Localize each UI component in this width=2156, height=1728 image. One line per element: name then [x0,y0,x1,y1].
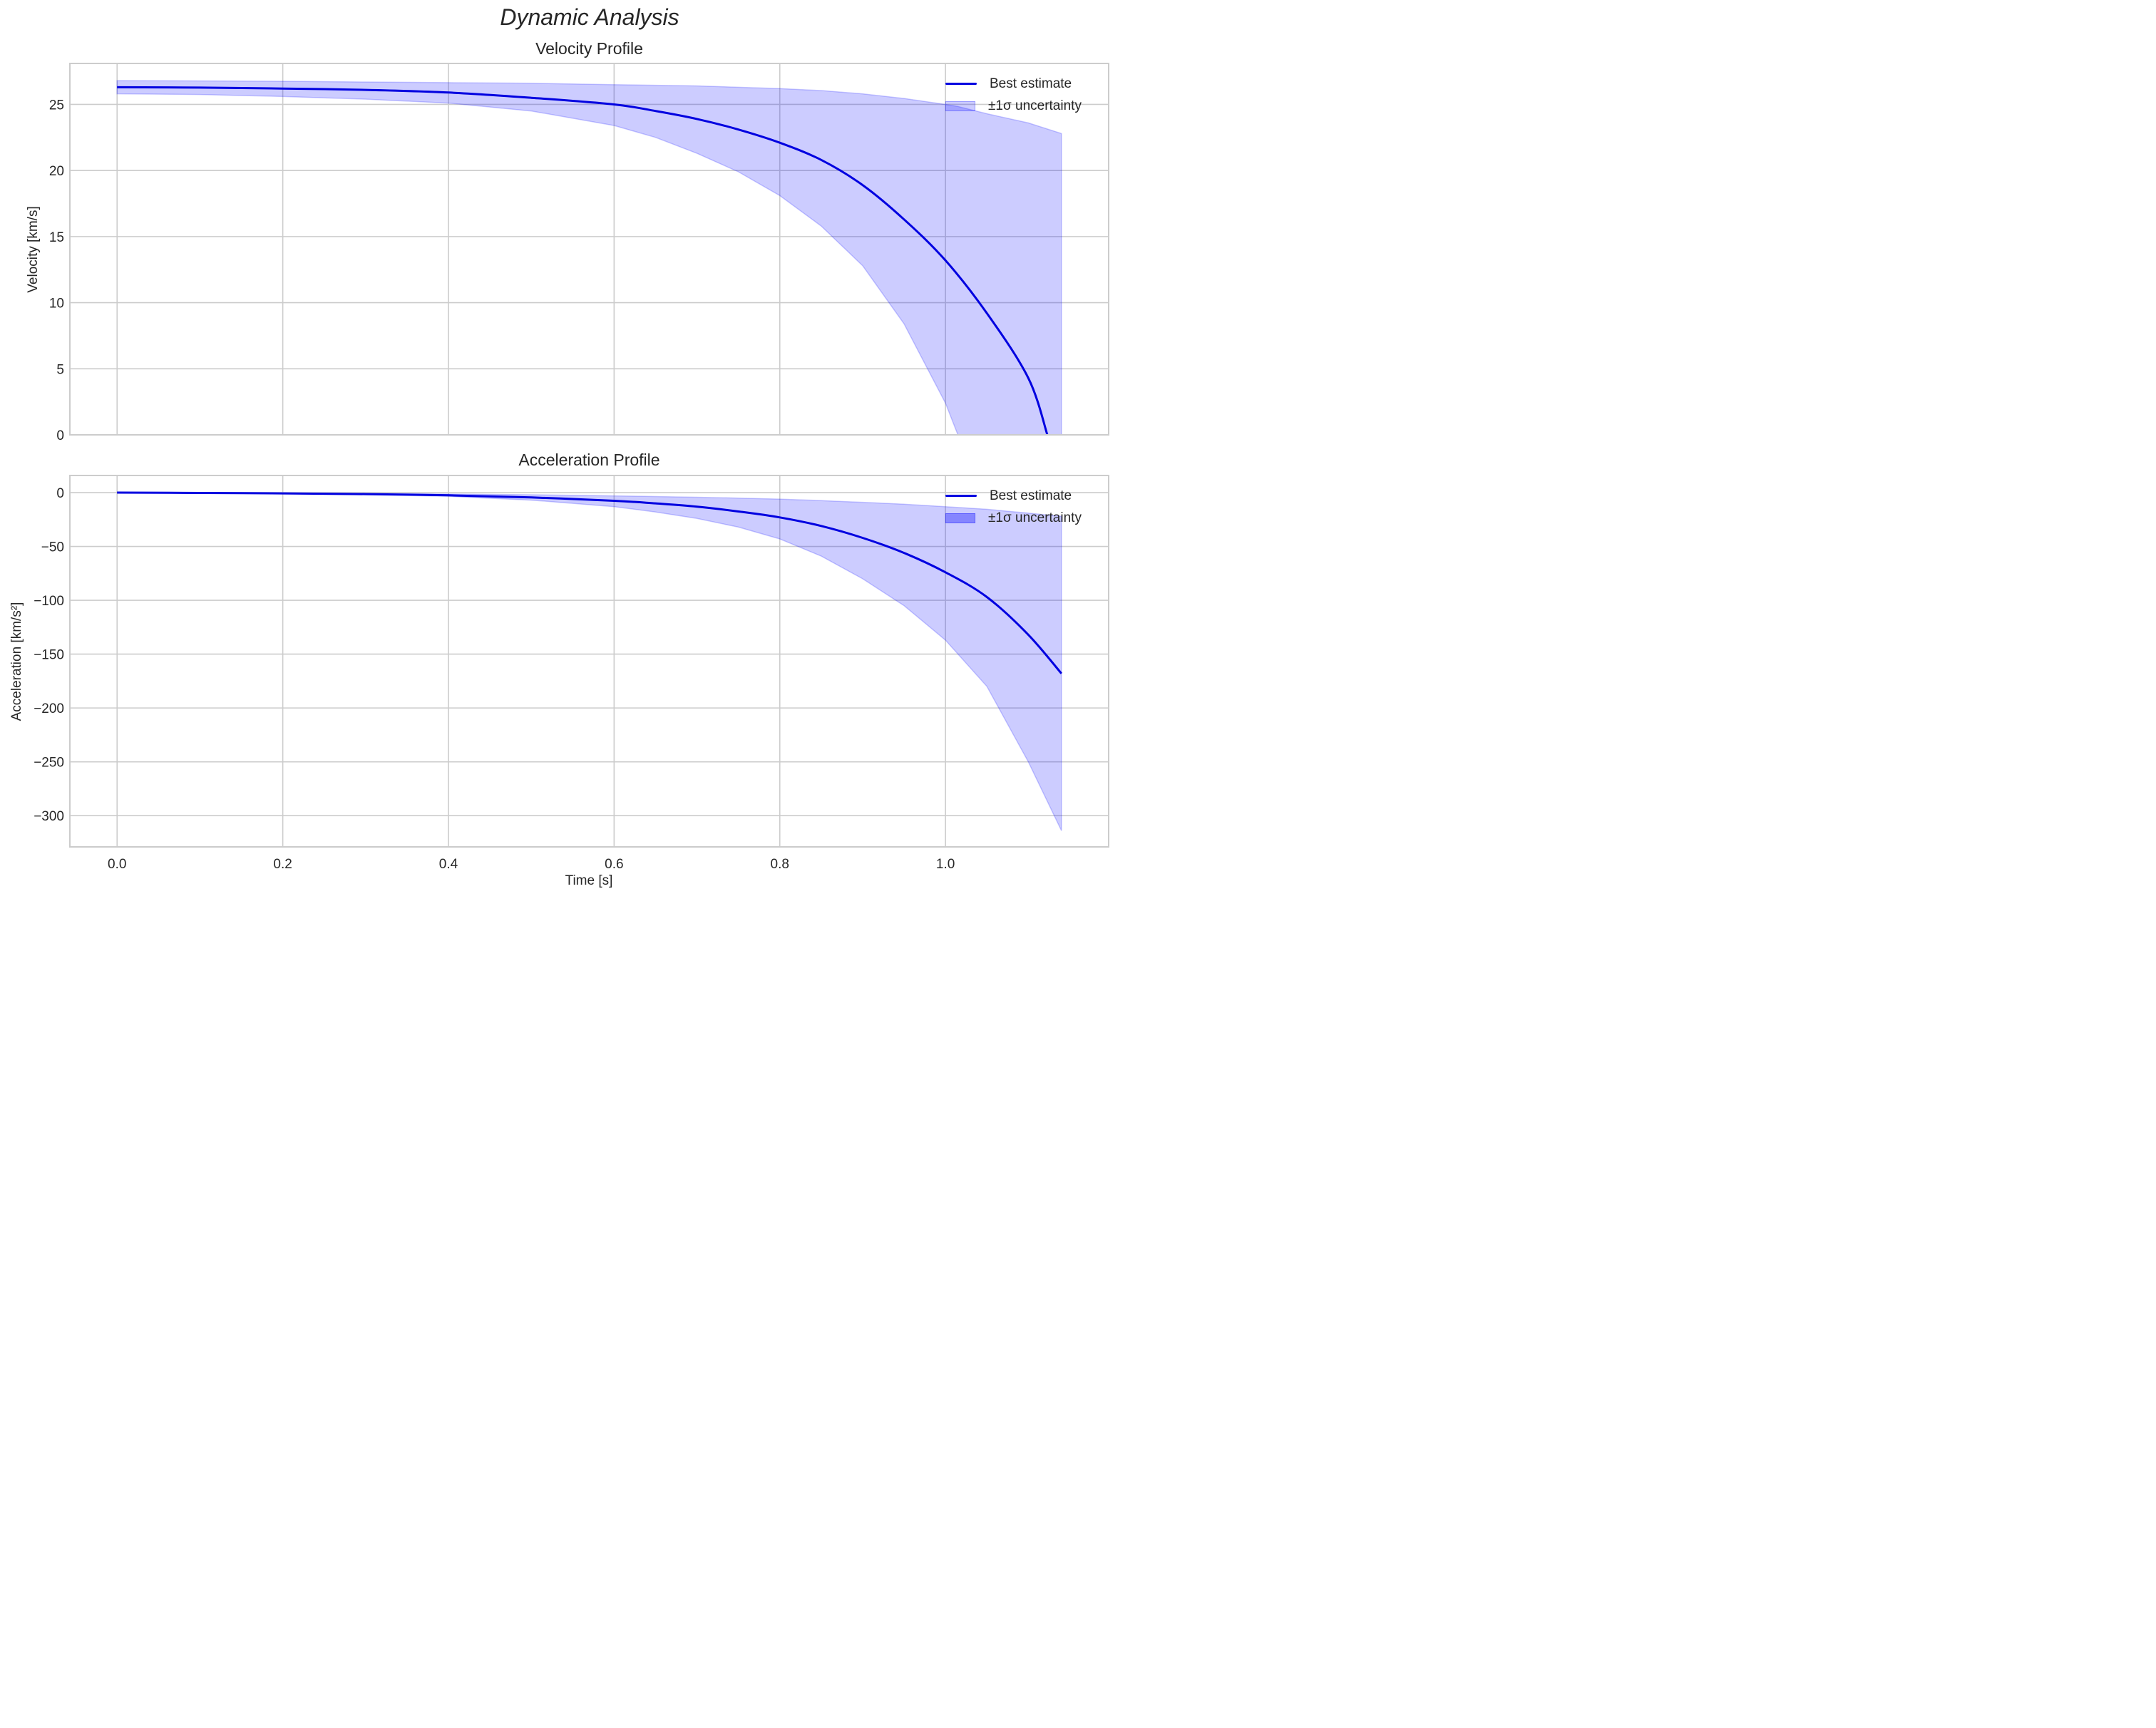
figure-title: Dynamic Analysis [500,4,679,30]
y-tick-label: 25 [49,98,64,113]
velocity-axes-frame [69,63,1109,436]
x-axis-ticks: 0.0 0.2 0.4 0.6 0.8 1.0 [108,857,955,872]
acceleration-legend: Best estimate ±1σ uncertainty [945,485,1082,529]
acceleration-y-axis-label: Acceleration [km/s²] [9,602,24,721]
x-tick-label: 1.0 [936,857,955,872]
y-tick-label: −100 [34,594,64,609]
acceleration-panel-title: Acceleration Profile [518,451,660,469]
acceleration-grid [70,475,1109,847]
band-swatch-icon [945,101,975,111]
x-tick-label: 0.4 [439,857,458,872]
y-tick-label: −250 [34,756,64,771]
y-tick-label: 20 [49,164,64,179]
legend-item-best-estimate: Best estimate [945,485,1082,507]
y-tick-label: −300 [34,809,64,824]
legend-item-uncertainty: ±1σ uncertainty [945,507,1082,529]
band-swatch-icon [945,513,975,523]
line-swatch-icon [945,83,977,85]
acceleration-plot-area [70,475,1109,847]
acceleration-axes: 0 −50 −100 −150 −200 −250 −300 0.0 0.2 0.4 0.6 0.8… [34,475,1109,872]
y-tick-label: 0 [56,486,64,501]
x-tick-label: 0.8 [771,857,789,872]
x-tick-label: 0.0 [108,857,126,872]
y-tick-label: −50 [41,540,64,555]
x-axis-label: Time [s] [565,873,613,888]
y-tick-label: 15 [49,230,64,245]
y-tick-label: 5 [56,362,64,377]
acceleration-y-ticks: 0 −50 −100 −150 −200 −250 −300 [34,486,64,824]
y-tick-label: 10 [49,297,64,312]
velocity-axes: 0 5 10 15 20 25 [49,63,1109,443]
legend-item-best-estimate: Best estimate [945,73,1082,95]
y-tick-label: −200 [34,701,64,716]
acceleration-best-estimate-line [117,491,1062,674]
legend-item-uncertainty: ±1σ uncertainty [945,95,1082,117]
acceleration-axes-frame [69,475,1109,848]
legend-label: ±1σ uncertainty [988,510,1082,525]
line-swatch-icon [945,495,977,497]
legend-label: Best estimate [990,76,1072,91]
y-tick-label: −150 [34,648,64,663]
x-tick-label: 0.6 [605,857,623,872]
velocity-best-estimate-line [117,86,1049,436]
velocity-y-ticks: 0 5 10 15 20 25 [49,98,64,443]
x-tick-label: 0.2 [273,857,292,872]
velocity-y-axis-label: Velocity [km/s] [26,206,41,292]
velocity-panel-title: Velocity Profile [535,39,643,58]
legend-label: ±1σ uncertainty [988,98,1082,113]
y-tick-label: 0 [56,428,64,443]
velocity-legend: Best estimate ±1σ uncertainty [945,73,1082,117]
legend-label: Best estimate [990,488,1072,503]
